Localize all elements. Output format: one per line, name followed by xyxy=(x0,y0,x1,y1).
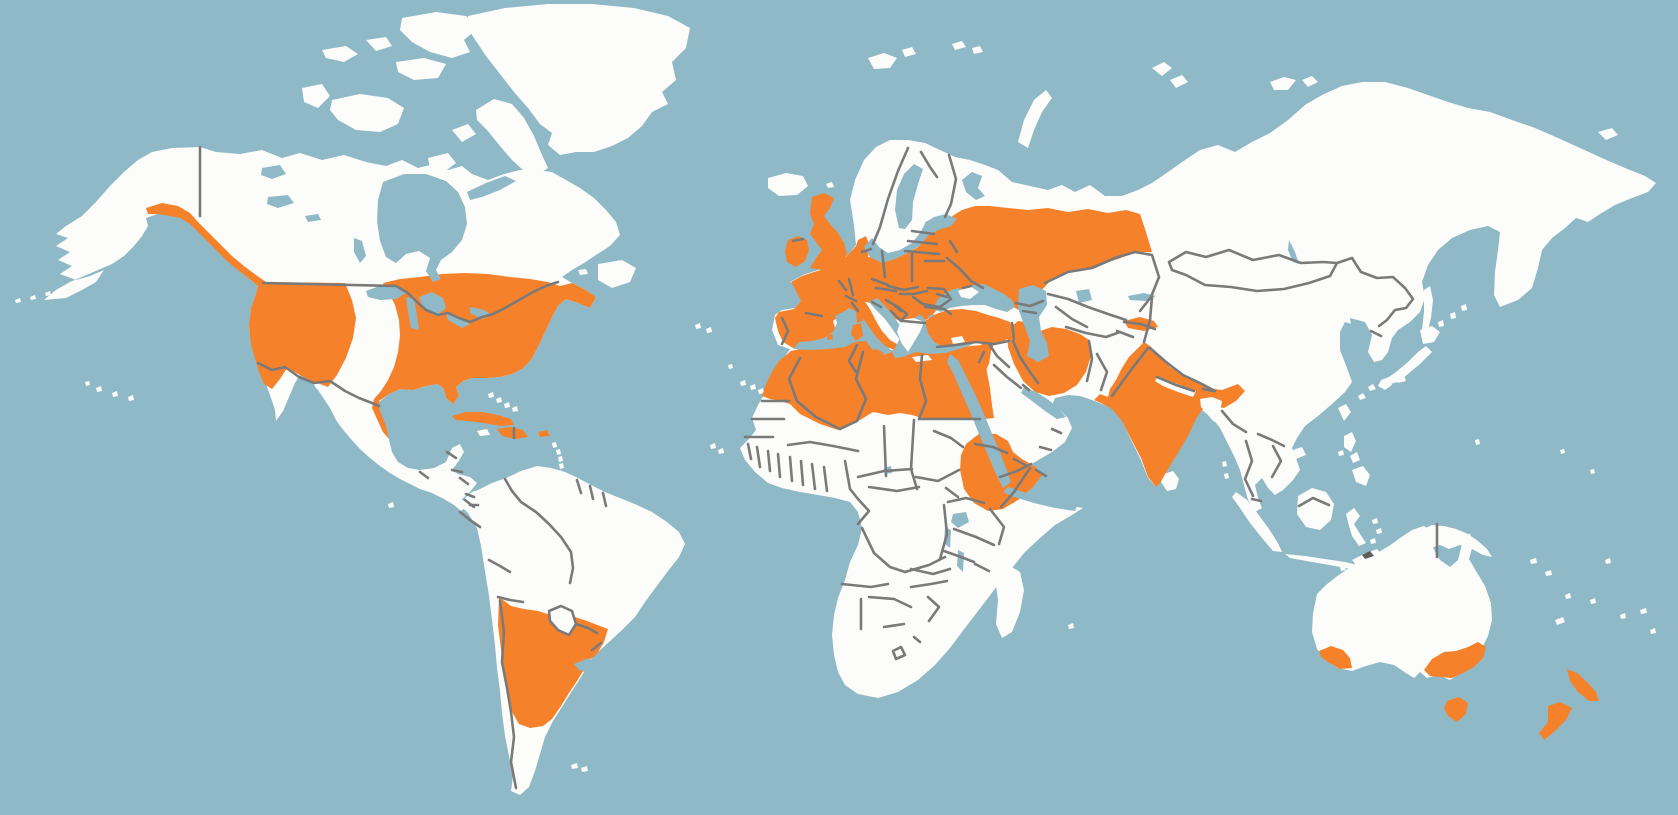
new-zealand xyxy=(1539,669,1599,740)
sicily-sardinia-corsica xyxy=(820,310,884,359)
borders-east-asia xyxy=(1142,248,1439,559)
hudson-strait xyxy=(467,176,516,200)
gulf-of-aden xyxy=(1003,487,1078,511)
range-western-north-america xyxy=(146,203,356,389)
range-iran xyxy=(1007,321,1091,396)
southeast-asian-islands xyxy=(1232,432,1492,573)
range-southeast-australia xyxy=(1424,642,1486,678)
sea-overlays xyxy=(820,286,1013,372)
range-north-africa xyxy=(762,336,994,430)
persian-gulf xyxy=(1021,387,1066,419)
borders-central-asia xyxy=(1043,250,1161,398)
tasmania xyxy=(1444,697,1468,722)
black-sea xyxy=(933,284,1015,312)
cuba xyxy=(452,412,514,426)
bohai-yellow-sea xyxy=(1350,318,1372,352)
range-southern-south-america xyxy=(498,597,608,728)
canadian-arctic-islands xyxy=(302,12,548,175)
rio-de-la-plata xyxy=(574,658,593,671)
borders-europe xyxy=(780,146,985,346)
gulf-of-bothnia xyxy=(895,164,923,229)
range-southwest-australia xyxy=(1319,646,1352,669)
gulf-of-california xyxy=(302,377,336,420)
range-islands xyxy=(452,193,1599,740)
red-sea xyxy=(947,354,1011,488)
aral-sea xyxy=(1076,289,1092,303)
paraguay xyxy=(549,606,576,635)
canadian-lakes xyxy=(261,165,366,263)
borders-north-america xyxy=(198,145,560,507)
cyprus xyxy=(951,336,965,344)
range-india xyxy=(1094,342,1245,487)
east-timor xyxy=(1362,551,1374,559)
borders-middle-east xyxy=(935,299,1063,479)
hispaniola xyxy=(497,427,528,439)
levant-syria xyxy=(979,320,1011,372)
gulf-of-finland xyxy=(925,216,956,227)
range-eastern-north-america xyxy=(372,273,596,439)
range-regions xyxy=(146,203,1486,728)
great-britain xyxy=(810,193,847,270)
bangladesh xyxy=(1200,397,1222,422)
greenland xyxy=(466,4,690,155)
puerto-rico xyxy=(538,430,550,437)
hudson-bay xyxy=(377,174,467,282)
borders-africa xyxy=(743,343,1048,661)
east-asian-islands xyxy=(1293,286,1467,459)
borders-south-america xyxy=(458,477,608,790)
white-sea xyxy=(962,172,985,200)
lake-baikal xyxy=(1288,240,1299,264)
country-borders xyxy=(198,145,1439,790)
greece xyxy=(897,318,924,352)
adriatic-sea xyxy=(869,298,906,340)
range-europe-western-russia xyxy=(775,206,1152,348)
african-lakes xyxy=(884,466,969,572)
ireland xyxy=(785,236,809,267)
